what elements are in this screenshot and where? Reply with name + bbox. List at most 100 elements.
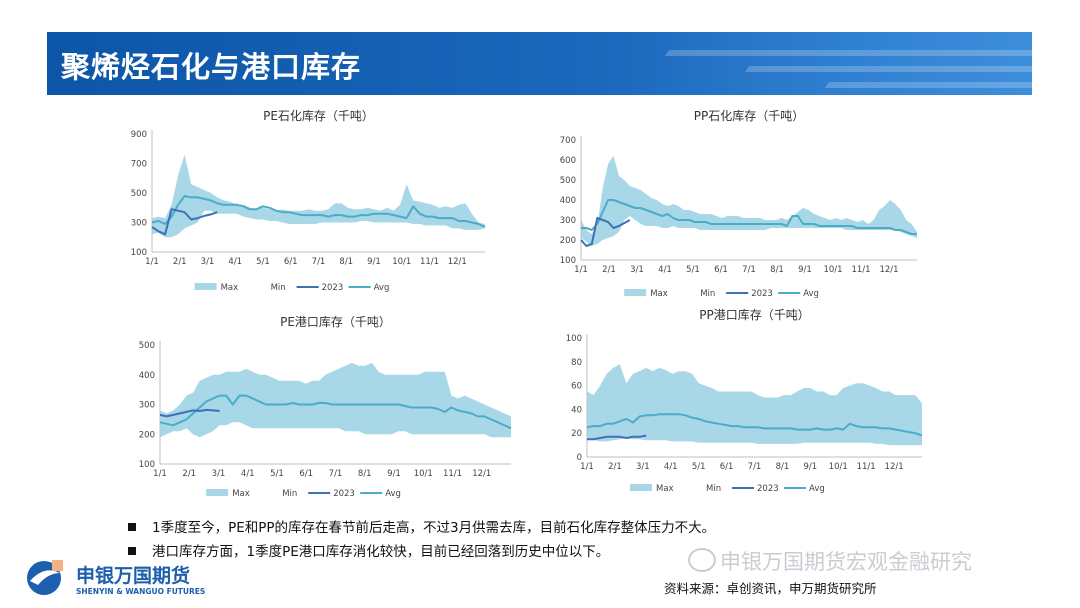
legend-label-avg: Avg [803, 289, 819, 299]
series-2023-line [159, 408, 220, 418]
legend-label-max: Max [656, 484, 674, 494]
bullet-square-icon [128, 547, 136, 555]
x-tick-label: 2/1 [602, 265, 616, 275]
series-2023-line [587, 434, 647, 441]
legend-max-swatch [624, 289, 647, 296]
x-tick-label: 6/1 [714, 265, 728, 275]
legend-max-swatch [194, 283, 217, 290]
x-tick-label: 9/1 [798, 265, 812, 275]
chart-title: PP港口库存（千吨） [699, 307, 809, 322]
y-tick-label: 0 [577, 453, 582, 463]
y-tick-label: 900 [131, 130, 147, 140]
y-tick-label: 600 [560, 156, 576, 166]
legend-label-2023: 2023 [322, 283, 344, 293]
legend-max-swatch [206, 489, 229, 496]
x-tick-label: 2/1 [173, 257, 187, 267]
x-tick-label: 8/1 [358, 469, 372, 479]
x-tick-label: 9/1 [803, 462, 817, 472]
x-tick-label: 5/1 [692, 462, 706, 472]
legend-label-max: Max [221, 283, 239, 293]
legend-label-min: Min [700, 289, 715, 299]
x-tick-label: 1/1 [580, 462, 594, 472]
legend-label-max: Max [650, 289, 668, 299]
x-tick-label: 10/1 [414, 469, 433, 479]
company-name-cn: 申银万国期货 [76, 564, 190, 587]
x-tick-label: 12/1 [879, 265, 898, 275]
bullet-item: 港口库存方面，1季度PE港口库存消化较快，目前已经回落到历史中位以下。 [128, 540, 609, 560]
bullet-item: 1季度至今，PE和PP的库存在春节前后走高，不过3月供需去库，目前石化库存整体压… [128, 516, 715, 536]
series-avg-line [586, 413, 923, 437]
company-name-en: SHENYIN & WANGUO FUTURES [76, 587, 205, 596]
series-avg-line [151, 195, 486, 228]
x-tick-label: 3/1 [636, 462, 650, 472]
legend-label-avg: Avg [374, 283, 390, 293]
y-tick-label: 500 [560, 176, 576, 186]
x-tick-label: 3/1 [201, 257, 215, 267]
x-tick-label: 12/1 [448, 257, 467, 267]
x-tick-label: 11/1 [851, 265, 870, 275]
x-tick-label: 5/1 [270, 469, 284, 479]
series-2023-line [580, 217, 631, 247]
y-tick-label: 200 [560, 236, 576, 246]
pp-port-inventory-chart: PP港口库存（千吨） 0 20 40 60 80 100 1/1 2/1 3/1 4/1 5/1 6/1… [545, 306, 930, 494]
x-tick-label: 5/1 [686, 265, 700, 275]
y-tick-label: 300 [139, 401, 155, 411]
legend-label-2023: 2023 [751, 289, 773, 299]
chart-title: PP石化库存（千吨） [694, 108, 804, 123]
legend-label-avg: Avg [809, 484, 825, 494]
chart-title: PE石化库存（千吨） [263, 108, 374, 123]
legend-label-min: Min [706, 484, 721, 494]
x-tick-label: 9/1 [367, 257, 381, 267]
x-tick-label: 12/1 [885, 462, 904, 472]
wechat-icon [688, 548, 716, 572]
legend-max-swatch [630, 484, 652, 491]
x-tick-label: 4/1 [664, 462, 678, 472]
y-tick-label: 700 [131, 160, 147, 170]
y-tick-label: 100 [131, 248, 147, 258]
y-tick-label: 80 [571, 358, 582, 368]
logo-emblem-icon: 申银万国期货 SHENYIN & WANGUO FUTURES [27, 560, 205, 596]
legend-label-max: Max [232, 489, 250, 499]
series-avg-line [159, 394, 512, 430]
x-tick-label: 7/1 [748, 462, 762, 472]
chart-svg: PE石化库存（千吨） 100 300 500 700 900 1/1 2/1 3/1 4/1 5/1… [131, 108, 486, 293]
x-tick-label: 11/1 [857, 462, 876, 472]
x-tick-label: 4/1 [228, 257, 242, 267]
series-max-min-band [152, 154, 485, 238]
title-banner: 聚烯烃石化与港口库存 [47, 32, 1032, 95]
chart-svg: PP港口库存（千吨） 0 20 40 60 80 100 1/1 2/1 3/1 4/1 5/1 6/1… [566, 307, 923, 494]
x-tick-label: 4/1 [658, 265, 672, 275]
x-tick-label: 10/1 [823, 265, 842, 275]
x-tick-label: 9/1 [387, 469, 401, 479]
company-logo: 申银万国期货 SHENYIN & WANGUO FUTURES [24, 557, 234, 599]
series-max-min-band [160, 362, 511, 438]
y-tick-label: 40 [571, 405, 582, 415]
chart-svg: PE港口库存（千吨） 100 200 300 400 500 1/1 2/1 3/1 4/1 5/1… [139, 314, 512, 499]
legend-label-min: Min [271, 283, 286, 293]
x-tick-label: 6/1 [720, 462, 734, 472]
x-tick-label: 3/1 [212, 469, 226, 479]
x-tick-label: 1/1 [574, 265, 588, 275]
bullet-text: 1季度至今，PE和PP的库存在春节前后走高，不过3月供需去库，目前石化库存整体压… [152, 520, 716, 536]
pe-petrochem-inventory-chart: PE石化库存（千吨） 100 300 500 700 900 1/1 2/1 3/1 4/1 5/1… [120, 106, 500, 296]
x-tick-label: 7/1 [312, 257, 326, 267]
series-2023-line [151, 208, 218, 236]
series-avg-line [581, 199, 917, 235]
page-title: 聚烯烃石化与港口库存 [61, 50, 362, 84]
y-tick-label: 100 [566, 334, 582, 344]
y-tick-label: 20 [571, 429, 582, 439]
bullet-square-icon [128, 523, 136, 531]
x-tick-label: 10/1 [829, 462, 848, 472]
y-tick-label: 60 [571, 382, 582, 392]
y-tick-label: 500 [139, 341, 155, 351]
y-tick-label: 100 [560, 256, 576, 266]
x-tick-label: 7/1 [742, 265, 756, 275]
x-tick-label: 10/1 [392, 257, 411, 267]
bullet-text: 港口库存方面，1季度PE港口库存消化较快，目前已经回落到历史中位以下。 [152, 544, 610, 560]
x-tick-label: 4/1 [241, 469, 255, 479]
y-tick-label: 700 [560, 136, 576, 146]
y-tick-label: 300 [131, 219, 147, 229]
y-tick-label: 100 [139, 460, 155, 470]
x-tick-label: 2/1 [608, 462, 622, 472]
legend-label-2023: 2023 [757, 484, 779, 494]
